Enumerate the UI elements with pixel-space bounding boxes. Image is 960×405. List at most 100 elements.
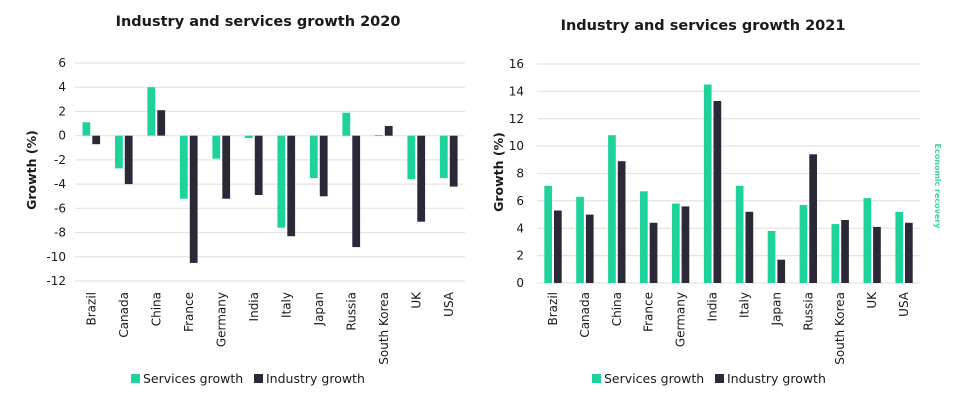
y-tick-label: 0 [58, 129, 66, 143]
bar-services-uk [863, 198, 872, 283]
legend-swatch-services [592, 374, 601, 383]
bar-industry-uk [417, 135, 426, 222]
bar-industry-italy [745, 211, 754, 283]
x-tick-label: UK [409, 291, 423, 309]
bar-industry-brazil [554, 210, 562, 283]
x-tick-label: China [149, 292, 163, 326]
x-tick-label: Italy [738, 292, 752, 318]
y-tick-label: -8 [54, 226, 66, 240]
legend-label-industry: Industry growth [266, 371, 365, 386]
bar-services-south-korea [374, 135, 383, 136]
bar-services-india [244, 135, 253, 139]
y-tick-label: 0 [516, 276, 524, 290]
x-tick-label: Canada [578, 292, 592, 338]
bar-industry-japan [777, 259, 786, 283]
bar-services-italy [735, 185, 744, 283]
bar-industry-canada [585, 214, 594, 283]
y-tick-label: 6 [58, 56, 66, 70]
legend-swatch-industry [715, 374, 724, 383]
y-tick-label: -12 [46, 274, 66, 288]
x-tick-label: USA [442, 291, 456, 317]
legend-label-services: Services growth [143, 371, 243, 386]
bar-industry-canada [124, 135, 133, 185]
y-axis-label: Growth (%) [24, 130, 39, 210]
bars [82, 87, 458, 263]
bar-services-italy [277, 135, 286, 228]
gridlines [75, 62, 465, 282]
bar-industry-russia [809, 154, 817, 283]
y-ticks: 16 14 12 10 8 6 4 2 0 [509, 57, 524, 290]
y-tick-label: -10 [46, 250, 66, 264]
chart-2020: Industry and services growth 2020 Growth… [24, 14, 465, 386]
y-tick-label: 16 [509, 57, 524, 71]
bar-services-germany [672, 203, 680, 283]
y-tick-label: -6 [54, 201, 66, 215]
x-ticks: Brazil Canada China France Germany India Italy… [546, 291, 911, 365]
bar-industry-india [713, 101, 722, 283]
bar-industry-south-korea [384, 126, 393, 136]
y-tick-label: 10 [509, 139, 524, 153]
bar-industry-usa [449, 135, 458, 187]
y-tick-label: 2 [516, 249, 524, 263]
bar-services-brazil [82, 122, 91, 136]
gridlines [537, 63, 920, 284]
y-tick-label: 2 [58, 104, 66, 118]
y-axis-label: Growth (%) [491, 132, 506, 212]
x-tick-label: Brazil [84, 292, 98, 326]
chart-2021: Industry and services growth 2021 Growth… [491, 18, 920, 386]
y-tick-label: -4 [54, 177, 66, 191]
y-ticks: 6 4 2 0 -2 -4 -6 -8 -10 -12 [46, 56, 66, 288]
x-tick-label: South Korea [833, 292, 847, 365]
bar-industry-france [189, 135, 198, 263]
x-tick-label: USA [897, 291, 911, 317]
bar-services-canada [576, 196, 584, 283]
bar-services-india [703, 84, 712, 283]
bar-services-china [608, 135, 616, 283]
bar-industry-south-korea [841, 220, 849, 283]
bar-services-uk [407, 135, 416, 180]
bar-services-brazil [544, 185, 552, 283]
bar-industry-uk [873, 226, 881, 283]
legend-label-industry: Industry growth [727, 371, 826, 386]
x-tick-label: Brazil [546, 292, 560, 326]
bar-services-canada [115, 135, 123, 169]
legend-label-services: Services growth [604, 371, 704, 386]
y-tick-label: 4 [516, 221, 524, 235]
x-tick-label: South Korea [377, 292, 391, 365]
bar-services-russia [342, 112, 351, 136]
side-note-economic-recovery: Economic recovery [933, 144, 942, 230]
bar-industry-japan [319, 135, 328, 197]
y-tick-label: 8 [516, 167, 524, 181]
bar-services-usa [895, 211, 904, 283]
x-tick-label: Russia [801, 292, 815, 331]
x-tick-label: India [706, 292, 720, 321]
legend: Services growth Industry growth [131, 371, 365, 386]
y-tick-label: 12 [509, 112, 524, 126]
x-tick-label: Japan [312, 292, 326, 326]
x-tick-label: Italy [279, 292, 293, 318]
bar-services-china [147, 87, 156, 136]
bar-services-usa [439, 135, 448, 179]
legend-swatch-services [131, 374, 140, 383]
bar-services-japan [767, 231, 776, 283]
bar-services-russia [799, 205, 808, 283]
legend: Services growth Industry growth [592, 371, 826, 386]
x-tick-label: UK [865, 291, 879, 309]
y-tick-label: 6 [516, 194, 524, 208]
bar-industry-china [617, 161, 626, 283]
bar-industry-russia [352, 135, 361, 248]
bar-industry-italy [287, 135, 296, 237]
y-tick-label: 14 [509, 84, 524, 98]
bar-industry-usa [905, 222, 913, 283]
x-tick-label: France [642, 292, 656, 332]
legend-swatch-industry [254, 374, 263, 383]
x-tick-label: Russia [344, 292, 358, 331]
bar-services-france [640, 191, 648, 283]
bar-services-france [179, 135, 188, 199]
chart-title: Industry and services growth 2020 [116, 14, 401, 30]
x-tick-label: France [182, 292, 196, 332]
y-tick-label: -2 [54, 153, 66, 167]
bar-services-south-korea [831, 224, 840, 283]
bar-services-japan [309, 135, 318, 179]
bar-industry-germany [681, 206, 690, 283]
